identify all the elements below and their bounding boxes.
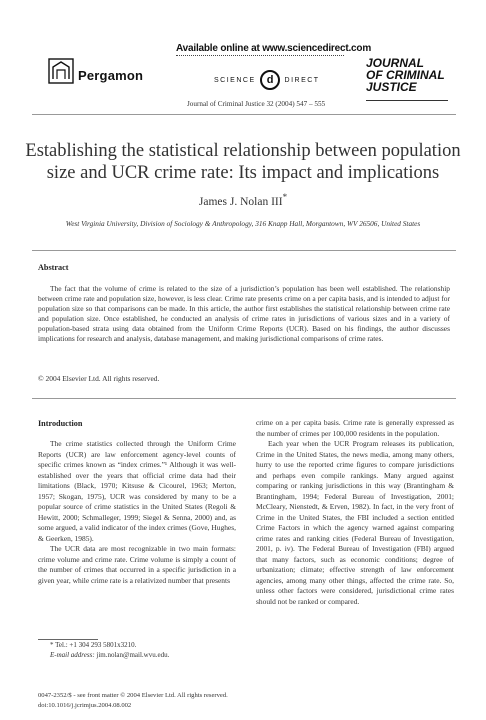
journal-logo-line: JOURNAL: [366, 56, 425, 70]
article-title: Establishing the statistical relationshi…: [20, 140, 466, 184]
journal-citation: Journal of Criminal Justice 32 (2004) 54…: [187, 100, 326, 108]
available-online-notice[interactable]: Available online at www.sciencedirect.co…: [176, 43, 372, 54]
author-name: James J. Nolan III: [198, 195, 283, 208]
abstract-heading: Abstract: [38, 263, 69, 272]
sd-at-icon: d: [260, 70, 281, 90]
footnote: * Tel.: +1 304 293 5801x3210. E-mail add…: [50, 641, 169, 660]
footnote-email-line: E-mail address: jim.nolan@mail.wvu.edu.: [50, 651, 169, 661]
divider: [32, 250, 456, 251]
sd-right: DIRECT: [284, 76, 320, 84]
divider: [32, 398, 456, 399]
column-left: The crime statistics collected through t…: [38, 439, 236, 586]
paragraph: crime on a per capita basis. Crime rate …: [256, 418, 454, 438]
divider: [176, 55, 344, 58]
footnote-email[interactable]: jim.nolan@mail.wvu.edu.: [96, 650, 170, 659]
sciencedirect-logo: SCIENCE d DIRECT: [214, 70, 320, 90]
abstract-body: The fact that the volume of crime is rel…: [38, 284, 450, 344]
journal-logo-line: JUSTICE: [366, 80, 417, 94]
doi-line[interactable]: doi:10.1016/j.jcrimjus.2004.08.002: [38, 701, 132, 709]
abstract-copyright: © 2004 Elsevier Ltd. All rights reserved…: [38, 374, 160, 383]
header-rule: [32, 114, 456, 115]
author: James J. Nolan III*: [20, 192, 466, 208]
paragraph: The crime statistics collected through t…: [38, 439, 236, 543]
section-heading: Introduction: [38, 419, 83, 428]
publisher-name: Pergamon: [78, 68, 144, 83]
footnote-email-label: E-mail address:: [50, 650, 95, 659]
paragraph: The UCR data are most recognizable in tw…: [38, 544, 236, 585]
pergamon-logo-icon: [48, 58, 74, 84]
sd-left: SCIENCE: [214, 76, 256, 84]
title-line: size and UCR crime rate: Its impact and …: [46, 163, 440, 183]
journal-logo: JOURNAL OF CRIMINAL JUSTICE: [366, 57, 445, 93]
column-right: crime on a per capita basis. Crime rate …: [256, 418, 454, 607]
divider: [366, 100, 448, 101]
footnote-tel: * Tel.: +1 304 293 5801x3210.: [50, 641, 137, 649]
affiliation: West Virginia University, Division of So…: [65, 219, 421, 228]
front-matter: 0047-2352/$ - see front matter © 2004 El…: [38, 691, 228, 710]
journal-logo-line: OF CRIMINAL: [366, 68, 445, 82]
issn-line: 0047-2352/$ - see front matter © 2004 El…: [38, 692, 228, 699]
author-footnote-mark[interactable]: *: [282, 192, 288, 202]
title-line: Establishing the statistical relationshi…: [25, 141, 461, 161]
footnote-rule: [38, 639, 98, 640]
paragraph: Each year when the UCR Program releases …: [256, 439, 454, 606]
